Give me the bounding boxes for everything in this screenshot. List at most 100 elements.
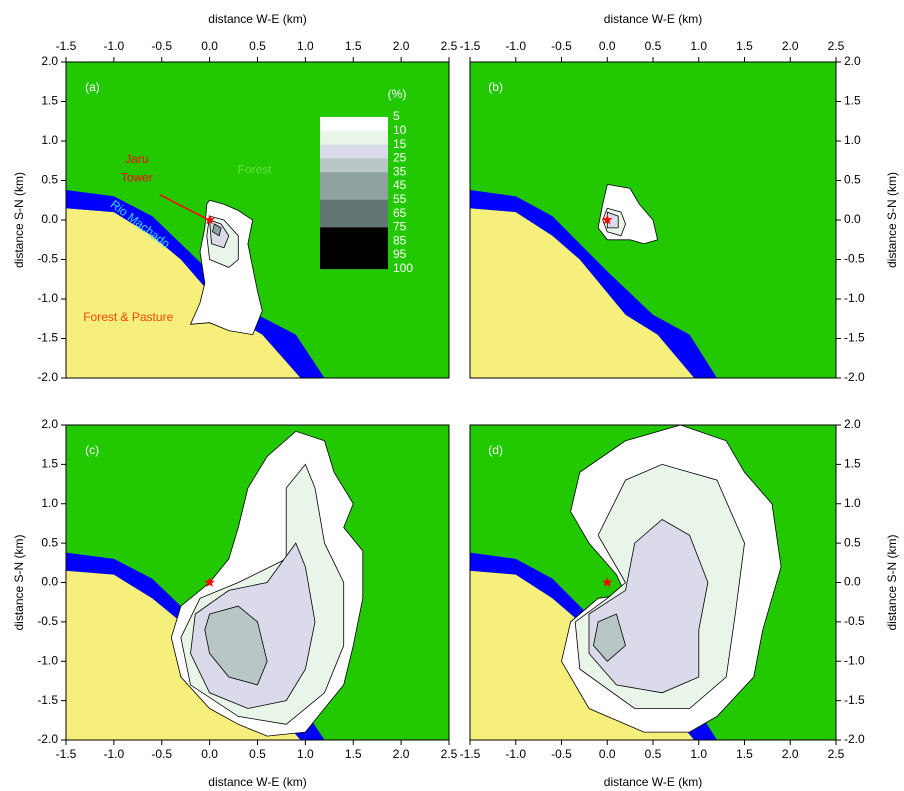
y-tick-label: 2.0 (41, 417, 58, 431)
x-tick-label: 2.0 (782, 39, 799, 53)
y-tick-label: 1.0 (844, 133, 861, 147)
x-tick-label: 1.5 (736, 39, 753, 53)
y-tick-label: -0.5 (37, 252, 58, 266)
x-tick-label: 2.0 (393, 39, 410, 53)
panel-label: (d) (488, 443, 503, 457)
x-tick-label: -0.5 (151, 39, 172, 53)
x-tick-label: -1.0 (104, 39, 125, 53)
x-tick-label: 0.5 (645, 39, 662, 53)
y-tick-label: 0.0 (844, 575, 861, 589)
colorbar-label: 25 (393, 151, 407, 165)
x-tick-label: 0.0 (201, 747, 218, 761)
x-tick-label: 1.0 (297, 747, 314, 761)
pasture-area (66, 208, 301, 378)
footprint-contour (593, 613, 626, 662)
colorbar-label: 100 (393, 261, 413, 275)
colorbar-label: 55 (393, 192, 407, 206)
x-tick-label: 2.5 (828, 747, 845, 761)
panel-label: (a) (85, 80, 100, 94)
colorbar-label: 10 (393, 123, 407, 137)
y-tick-label: 1.5 (41, 457, 58, 471)
x-tick-label: 1.0 (690, 747, 707, 761)
y-tick-label: 0.5 (844, 535, 861, 549)
x-tick-label: 1.0 (297, 39, 314, 53)
y-tick-label: -1.5 (37, 693, 58, 707)
x-tick-label: -1.0 (104, 747, 125, 761)
y-tick-label: 1.5 (844, 457, 861, 471)
tower-marker (204, 577, 215, 587)
x-tick-label: 1.0 (690, 39, 707, 53)
x-tick-label: 1.5 (736, 747, 753, 761)
y-axis-title: distance S-N (km) (12, 172, 26, 268)
x-tick-label: 1.5 (345, 39, 362, 53)
colorbar-label: 15 (393, 137, 407, 151)
y-tick-label: -1.5 (844, 693, 865, 707)
y-tick-label: -2.0 (844, 732, 865, 746)
x-tick-label: -1.5 (460, 747, 481, 761)
y-tick-label: 1.5 (41, 94, 58, 108)
y-tick-label: -0.5 (37, 614, 58, 628)
y-tick-label: 2.0 (41, 54, 58, 68)
y-tick-label: -2.0 (37, 732, 58, 746)
river (66, 190, 325, 378)
y-tick-label: -1.5 (37, 331, 58, 345)
x-axis-title: distance W-E (km) (208, 12, 306, 26)
x-tick-label: 2.0 (782, 747, 799, 761)
footprint-contour (204, 605, 268, 686)
x-tick-label: 0.5 (645, 747, 662, 761)
x-tick-label: 0.5 (249, 39, 266, 53)
panel (66, 62, 449, 378)
tower-marker (602, 577, 613, 587)
x-tick-label: 0.0 (599, 39, 616, 53)
x-tick-label: 2.5 (441, 747, 458, 761)
colorbar-band (320, 172, 388, 187)
x-axis-title: distance W-E (km) (604, 775, 702, 789)
y-axis-title: distance S-N (km) (885, 534, 899, 630)
colorbar-band (320, 130, 388, 145)
colorbar-title: (%) (388, 87, 407, 101)
river (470, 190, 717, 378)
tower-marker (204, 214, 215, 225)
y-tick-label: 0.0 (41, 575, 58, 589)
panel (66, 425, 449, 740)
colorbar-band (320, 117, 388, 132)
x-tick-label: -1.0 (505, 39, 526, 53)
pasture-area (470, 208, 695, 378)
y-tick-label: 1.0 (41, 133, 58, 147)
x-tick-label: 2.5 (441, 39, 458, 53)
x-tick-label: 0.0 (599, 747, 616, 761)
colorbar-band (320, 144, 388, 159)
panel (470, 425, 836, 740)
x-tick-label: -1.5 (56, 747, 77, 761)
y-axis-title: distance S-N (km) (885, 172, 899, 268)
y-tick-label: -1.0 (844, 653, 865, 667)
y-tick-label: 0.5 (41, 173, 58, 187)
annotation: Forest & Pasture (83, 310, 173, 324)
x-tick-label: -1.5 (460, 39, 481, 53)
tower-marker (602, 214, 613, 225)
y-tick-label: -1.5 (844, 331, 865, 345)
y-tick-label: 1.0 (41, 496, 58, 510)
x-tick-label: -0.5 (551, 747, 572, 761)
colorbar-label: 75 (393, 220, 407, 234)
y-tick-label: -1.0 (844, 291, 865, 305)
footprint-contour (212, 223, 222, 237)
colorbar-band (320, 199, 388, 214)
x-tick-label: -0.5 (551, 39, 572, 53)
x-tick-label: 2.5 (828, 39, 845, 53)
y-tick-label: 0.5 (844, 173, 861, 187)
y-tick-label: 0.5 (41, 535, 58, 549)
colorbar-band (320, 186, 388, 201)
x-tick-label: -1.0 (505, 747, 526, 761)
x-tick-label: -0.5 (151, 747, 172, 761)
colorbar-band (320, 158, 388, 173)
panel (470, 62, 836, 378)
x-axis-title: distance W-E (km) (208, 775, 306, 789)
y-tick-label: 0.0 (41, 212, 58, 226)
annotation: Jaru (125, 152, 148, 166)
annotation-arrow (159, 194, 207, 220)
y-tick-label: -1.0 (37, 653, 58, 667)
colorbar-band (320, 227, 388, 242)
